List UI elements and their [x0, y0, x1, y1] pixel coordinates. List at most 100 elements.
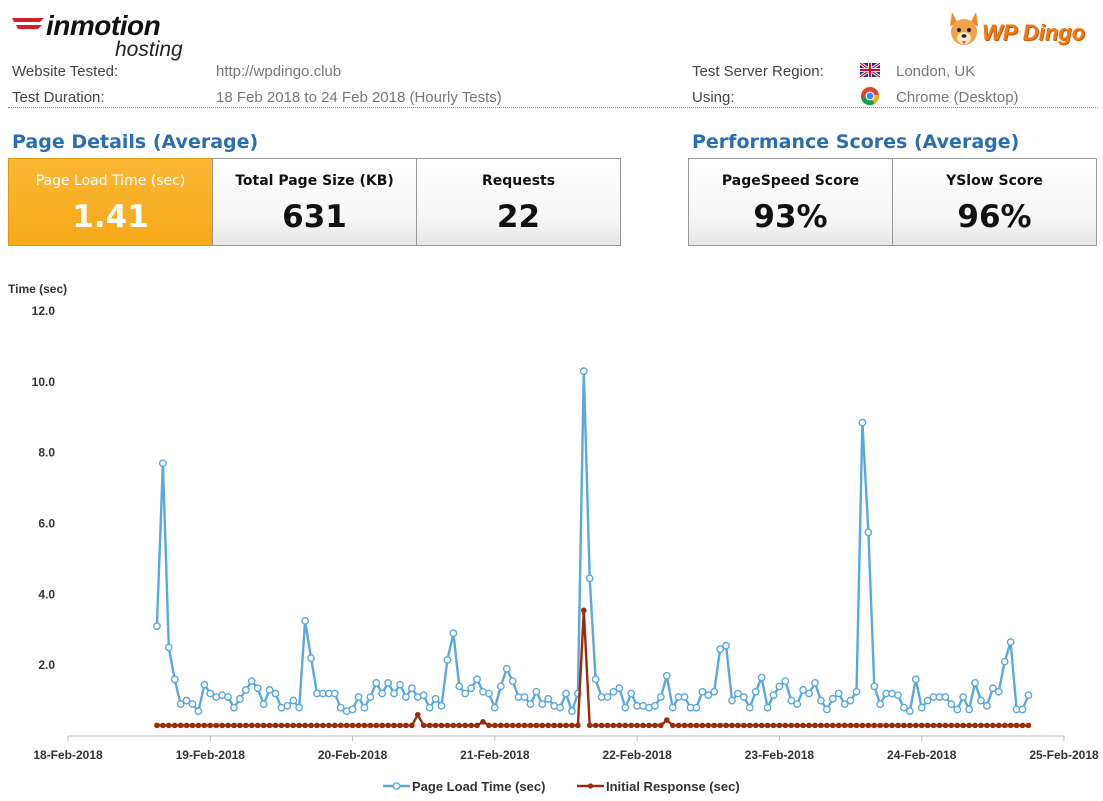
- data-point: [924, 722, 931, 729]
- data-point: [158, 459, 167, 468]
- y-tick-label: 10.0: [32, 375, 56, 389]
- requests-card: Requests 22: [416, 158, 621, 246]
- data-point: [901, 722, 907, 729]
- data-point: [994, 687, 1003, 696]
- y-tick-label: 2.0: [38, 658, 55, 672]
- data-point: [533, 722, 540, 729]
- x-tick-label: 19-Feb-2018: [176, 748, 246, 762]
- data-point: [183, 722, 190, 729]
- test-duration-label: Test Duration:: [12, 89, 105, 106]
- data-point: [781, 677, 790, 686]
- data-point: [716, 645, 725, 654]
- chrome-icon: [861, 87, 880, 106]
- data-point: [817, 696, 825, 705]
- data-point: [788, 722, 795, 729]
- data-point: [616, 722, 623, 729]
- page-load-time-label: Page Load Time (sec): [35, 173, 186, 189]
- data-point: [557, 722, 563, 729]
- data-point: [492, 722, 498, 729]
- data-point: [397, 722, 403, 729]
- data-point: [598, 722, 605, 729]
- data-point: [776, 722, 783, 729]
- data-point: [739, 693, 748, 701]
- data-point: [295, 703, 304, 712]
- x-tick-label: 24-Feb-2018: [887, 748, 957, 762]
- data-point: [153, 622, 161, 631]
- total-page-size-value: 631: [282, 199, 347, 235]
- data-point: [207, 722, 214, 729]
- data-point: [610, 722, 617, 729]
- data-point: [812, 722, 818, 729]
- data-point: [948, 722, 955, 729]
- data-point: [213, 722, 220, 729]
- data-point: [870, 682, 879, 691]
- data-point: [236, 694, 244, 703]
- data-point: [634, 722, 640, 729]
- data-point: [806, 722, 812, 729]
- data-point: [563, 722, 569, 729]
- data-point: [320, 722, 326, 729]
- data-point: [988, 684, 997, 693]
- data-point: [591, 675, 600, 684]
- data-point: [497, 722, 504, 729]
- x-tick-label: 21-Feb-2018: [460, 748, 530, 762]
- data-point: [165, 722, 172, 729]
- data-point: [468, 722, 474, 729]
- data-point: [793, 700, 802, 709]
- data-point: [326, 722, 332, 729]
- yslow-label: YSlow Score: [946, 173, 1043, 189]
- data-point: [840, 700, 849, 709]
- data-point: [426, 722, 433, 729]
- data-point: [349, 722, 356, 729]
- data-point: [296, 722, 303, 729]
- data-point: [758, 722, 765, 729]
- data-point: [822, 705, 831, 714]
- data-point: [260, 722, 267, 729]
- legend-label: Page Load Time (sec): [412, 779, 545, 794]
- data-point: [984, 722, 990, 729]
- data-point: [728, 696, 736, 705]
- data-point: [585, 574, 594, 583]
- data-point: [314, 722, 320, 729]
- data-point: [917, 703, 926, 712]
- data-point: [894, 691, 902, 700]
- data-point: [942, 722, 949, 729]
- data-point: [930, 722, 937, 729]
- data-point: [745, 703, 754, 712]
- data-point: [723, 722, 729, 729]
- data-point: [864, 528, 873, 537]
- data-point: [425, 703, 434, 712]
- data-point: [307, 654, 315, 662]
- data-point: [841, 722, 848, 729]
- data-point: [177, 722, 184, 729]
- data-point: [853, 722, 860, 729]
- data-point: [805, 689, 813, 698]
- data-point: [652, 722, 658, 729]
- data-point: [474, 722, 480, 729]
- data-point: [532, 687, 541, 696]
- page-details-title: Page Details (Average): [12, 131, 259, 153]
- data-point: [419, 691, 428, 700]
- data-point: [947, 700, 956, 709]
- data-point: [490, 703, 499, 712]
- data-point: [1018, 705, 1027, 714]
- data-point: [579, 367, 588, 376]
- y-tick-label: 6.0: [38, 517, 55, 531]
- data-point: [254, 722, 261, 729]
- data-point: [663, 717, 670, 723]
- data-point: [912, 722, 919, 729]
- data-point: [283, 701, 292, 710]
- data-point: [628, 722, 635, 729]
- data-point: [698, 687, 707, 696]
- data-point: [865, 722, 872, 729]
- data-point: [972, 722, 978, 729]
- data-point: [658, 722, 664, 729]
- data-point: [983, 701, 991, 710]
- data-point: [978, 722, 984, 729]
- inmotion-logo: inmotion hosting: [10, 8, 195, 61]
- data-point: [603, 693, 612, 701]
- total-page-size-label: Total Page Size (KB): [235, 173, 394, 189]
- data-point: [876, 700, 885, 709]
- website-tested-label: Website Tested:: [12, 63, 119, 80]
- data-point: [692, 703, 701, 712]
